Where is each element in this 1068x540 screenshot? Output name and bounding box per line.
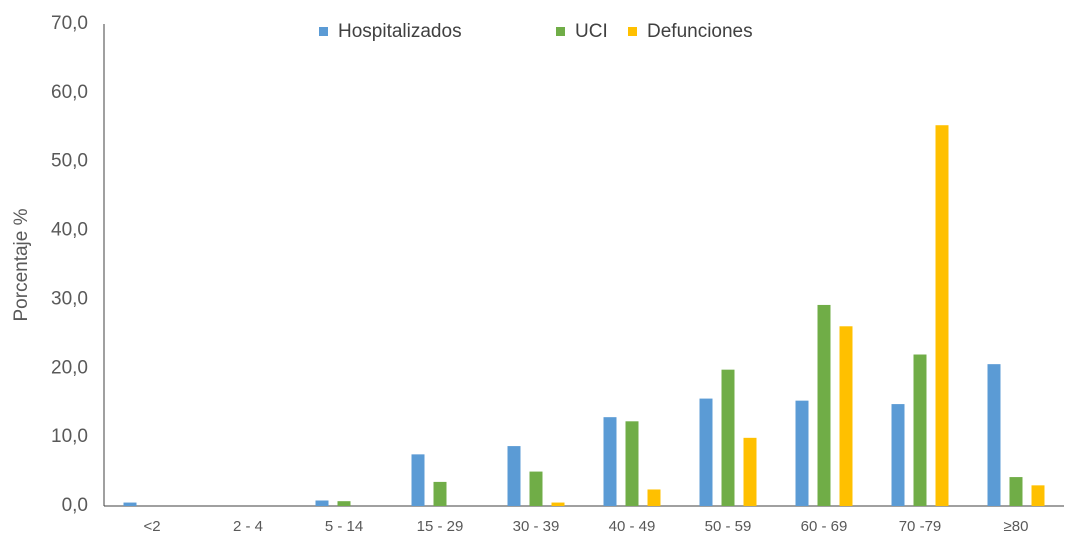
bar — [891, 404, 905, 506]
bar — [315, 500, 329, 506]
bar — [647, 489, 661, 506]
bar — [817, 304, 831, 506]
legend-label: Hospitalizados — [338, 21, 462, 42]
bar — [1009, 477, 1023, 506]
bar — [795, 400, 809, 506]
bar — [721, 369, 735, 506]
y-tick-label: 0,0 — [62, 495, 88, 516]
x-tick-label: 50 - 59 — [705, 518, 752, 535]
bar — [935, 125, 949, 506]
y-tick-label: 30,0 — [51, 288, 88, 309]
legend-swatch — [319, 27, 328, 36]
x-tick-label: ≥80 — [1004, 518, 1029, 535]
x-tick-label: 2 - 4 — [233, 518, 263, 535]
legend-label: UCI — [575, 21, 608, 42]
x-tick-label: 60 - 69 — [801, 518, 848, 535]
y-tick-label: 10,0 — [51, 426, 88, 447]
y-tick-label: 60,0 — [51, 82, 88, 103]
bar — [1031, 485, 1045, 506]
y-tick-label: 70,0 — [51, 13, 88, 34]
x-tick-label: 15 - 29 — [417, 518, 464, 535]
bar — [913, 354, 927, 506]
y-tick-label: 20,0 — [51, 357, 88, 378]
bar — [839, 326, 853, 506]
bar — [625, 421, 639, 506]
bar — [411, 454, 425, 506]
bar — [743, 437, 757, 506]
bar — [507, 446, 521, 506]
bar — [551, 502, 565, 506]
legend-swatch — [556, 27, 565, 36]
y-axis-label: Porcentaje % — [11, 208, 32, 321]
x-tick-label: 5 - 14 — [325, 518, 363, 535]
x-tick-label: <2 — [143, 518, 160, 535]
x-tick-label: 30 - 39 — [513, 518, 560, 535]
bar — [987, 364, 1001, 506]
x-tick-label: 70 -79 — [899, 518, 942, 535]
bar — [433, 481, 447, 506]
y-tick-label: 40,0 — [51, 220, 88, 241]
bar — [337, 501, 351, 506]
x-tick-label: 40 - 49 — [609, 518, 656, 535]
bar — [603, 417, 617, 506]
bar — [123, 502, 137, 506]
y-tick-label: 50,0 — [51, 151, 88, 172]
legend-label: Defunciones — [647, 21, 753, 42]
bar — [529, 471, 543, 506]
legend-swatch — [628, 27, 637, 36]
bar — [699, 398, 713, 506]
